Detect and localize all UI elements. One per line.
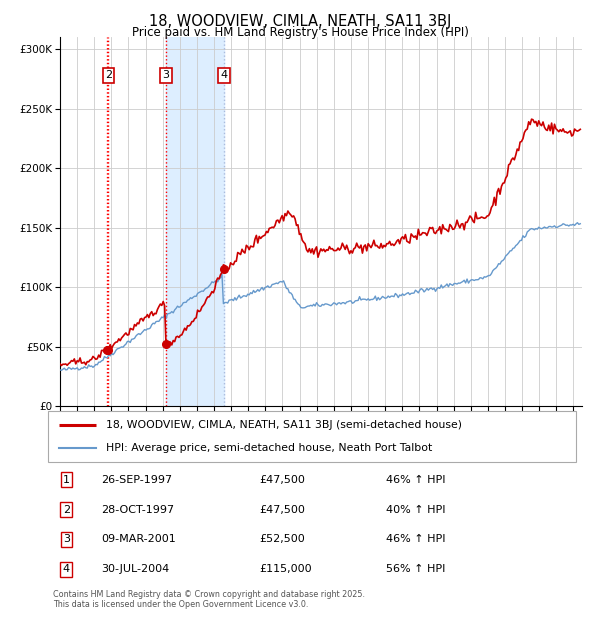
Text: Contains HM Land Registry data © Crown copyright and database right 2025.
This d: Contains HM Land Registry data © Crown c… [53,590,365,609]
Text: 46% ↑ HPI: 46% ↑ HPI [386,475,445,485]
Text: 2: 2 [105,70,112,80]
Text: £115,000: £115,000 [259,564,312,574]
Text: HPI: Average price, semi-detached house, Neath Port Talbot: HPI: Average price, semi-detached house,… [106,443,433,453]
Text: 09-MAR-2001: 09-MAR-2001 [101,534,176,544]
FancyBboxPatch shape [48,411,576,462]
Text: 4: 4 [220,70,227,80]
Text: £52,500: £52,500 [259,534,305,544]
Text: 1: 1 [63,475,70,485]
Text: 28-OCT-1997: 28-OCT-1997 [101,505,174,515]
Bar [166,37,224,406]
Text: 18, WOODVIEW, CIMLA, NEATH, SA11 3BJ (semi-detached house): 18, WOODVIEW, CIMLA, NEATH, SA11 3BJ (se… [106,420,462,430]
Text: 4: 4 [63,564,70,574]
Text: 30-JUL-2004: 30-JUL-2004 [101,564,169,574]
Text: £47,500: £47,500 [259,505,305,515]
Text: 56% ↑ HPI: 56% ↑ HPI [386,564,445,574]
Text: £47,500: £47,500 [259,475,305,485]
Text: 26-SEP-1997: 26-SEP-1997 [101,475,172,485]
Text: 3: 3 [63,534,70,544]
Text: 40% ↑ HPI: 40% ↑ HPI [386,505,445,515]
Text: 3: 3 [163,70,169,80]
Text: 18, WOODVIEW, CIMLA, NEATH, SA11 3BJ: 18, WOODVIEW, CIMLA, NEATH, SA11 3BJ [149,14,451,29]
Text: 46% ↑ HPI: 46% ↑ HPI [386,534,445,544]
Text: Price paid vs. HM Land Registry's House Price Index (HPI): Price paid vs. HM Land Registry's House … [131,26,469,39]
Text: 2: 2 [63,505,70,515]
